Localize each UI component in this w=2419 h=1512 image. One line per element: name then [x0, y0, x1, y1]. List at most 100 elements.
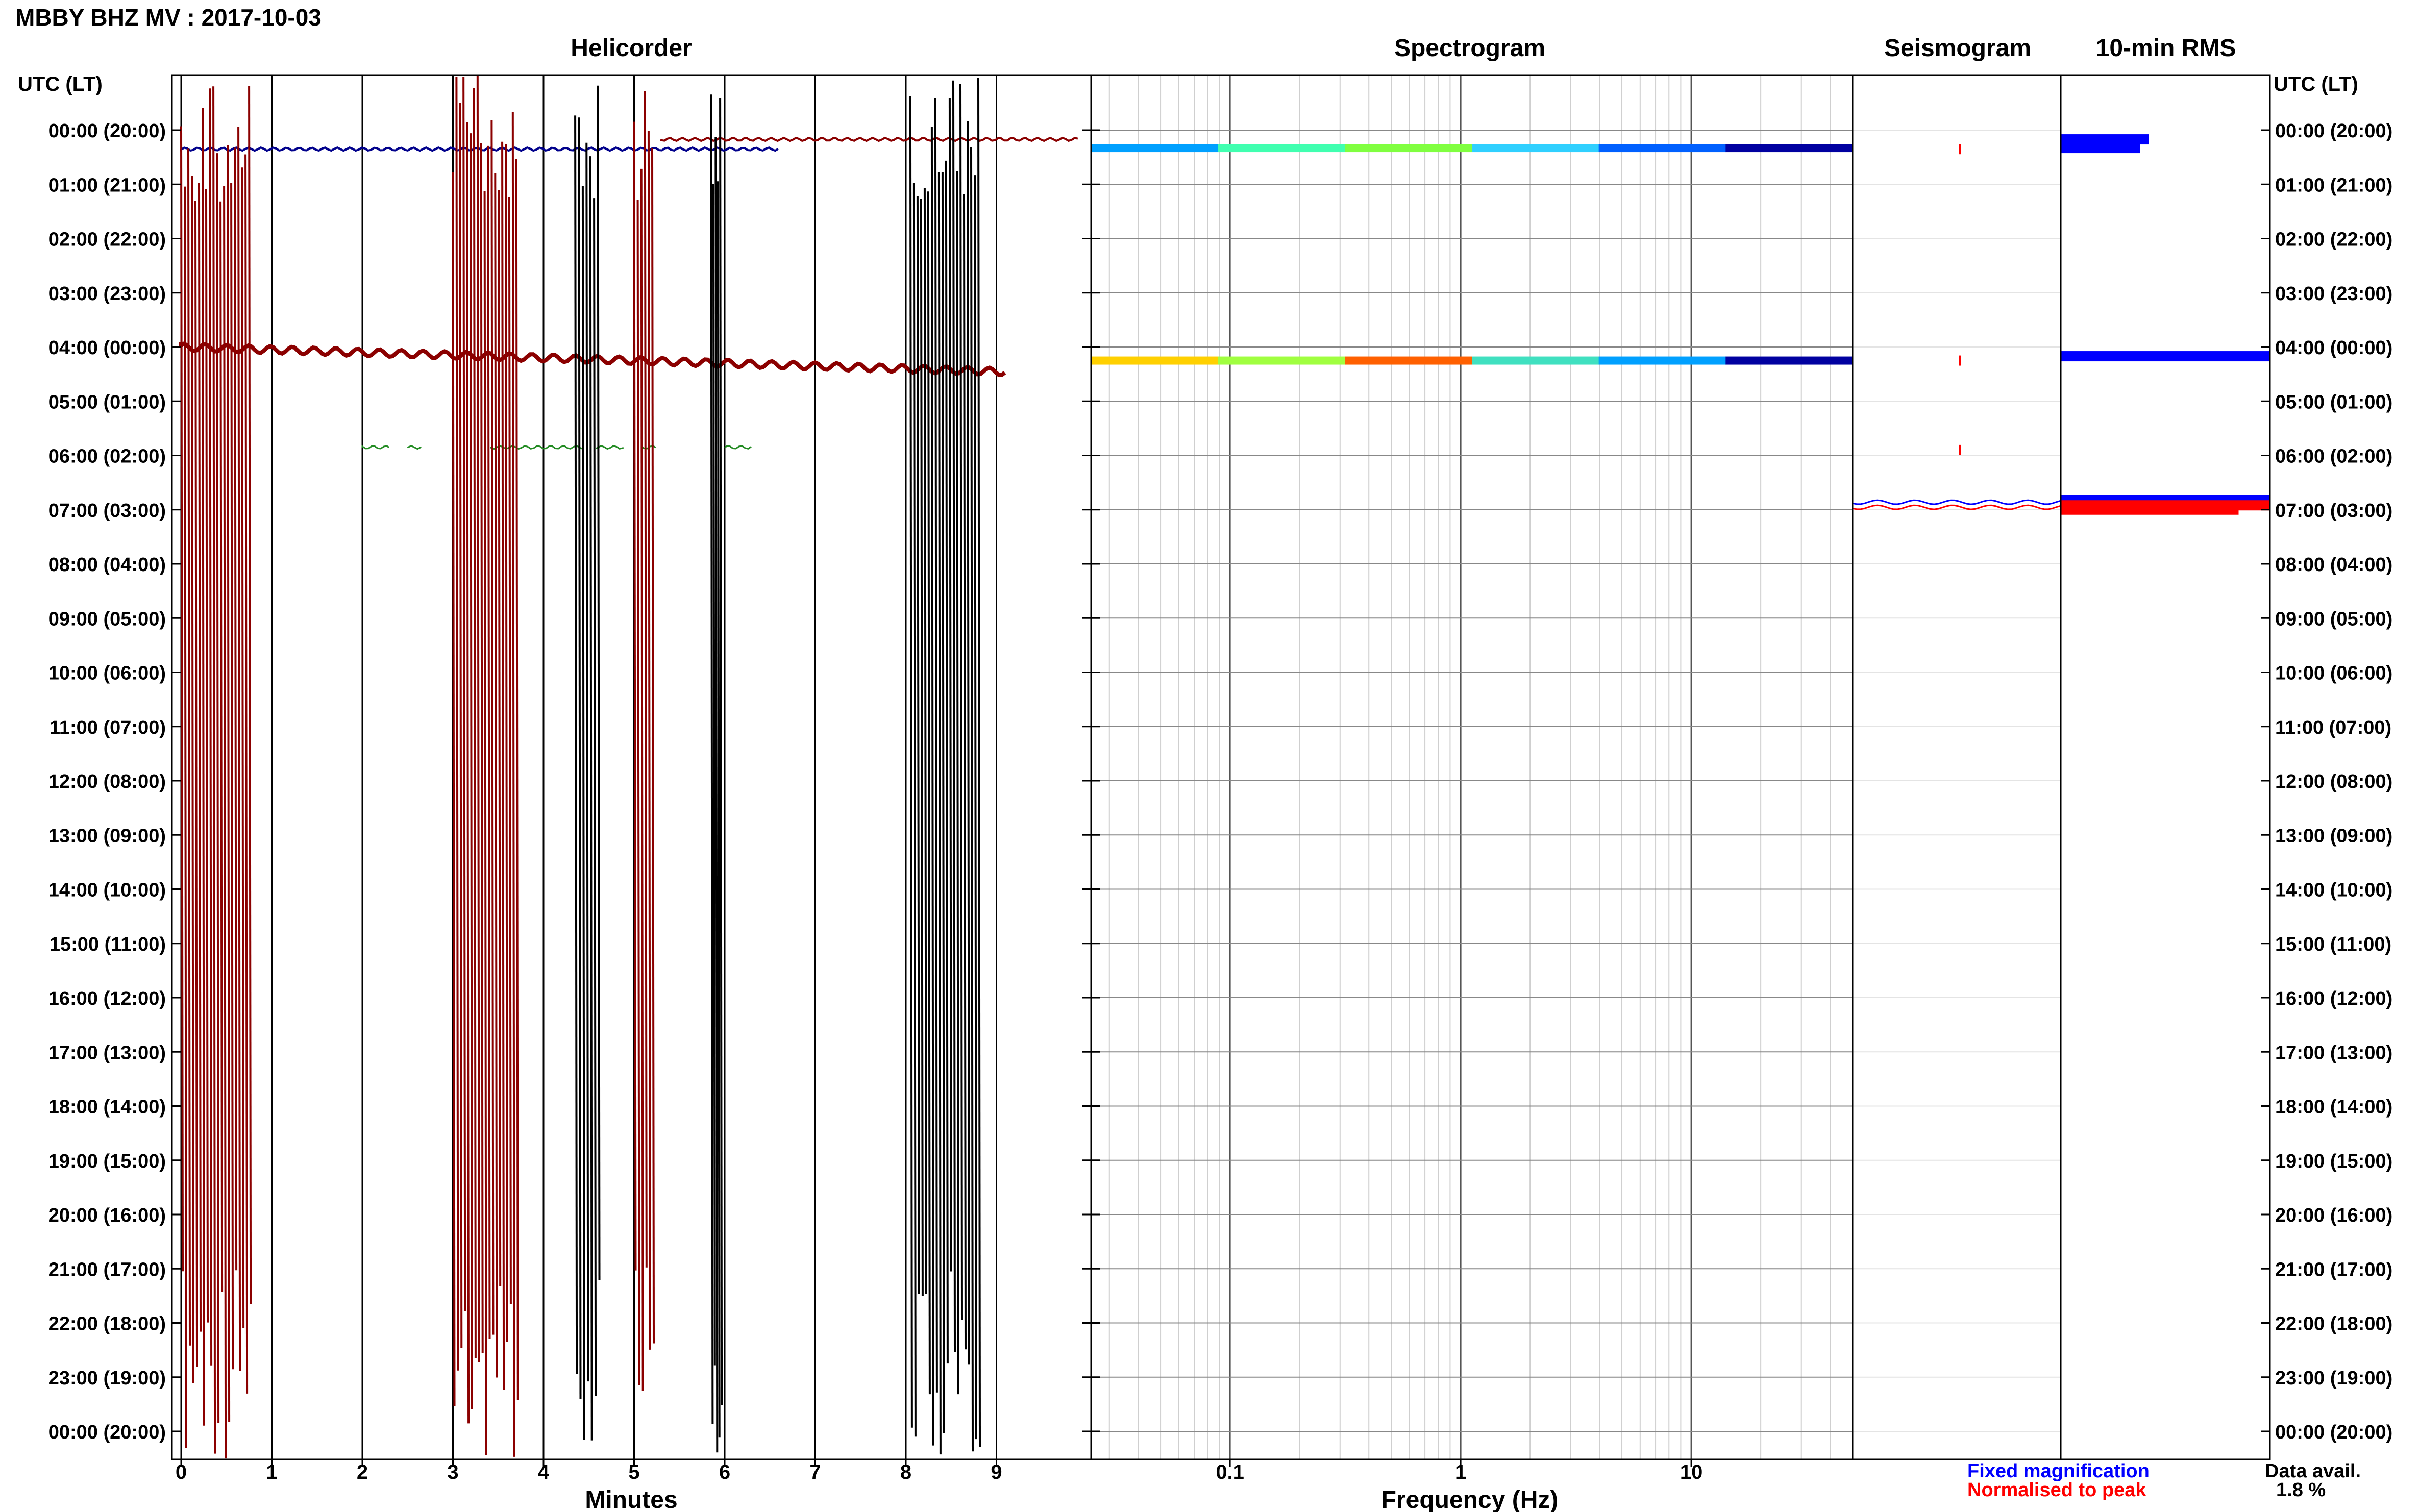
data-availability-value: 1.8 % — [2276, 1479, 2326, 1501]
hour-label-right: 03:00 (23:00) — [2275, 283, 2392, 305]
hour-label-left: 21:00 (17:00) — [48, 1259, 166, 1280]
left-axis-label: UTC (LT) — [18, 73, 103, 95]
helicorder-event-spike — [227, 145, 231, 1422]
hour-label-right: 00:00 (20:00) — [2275, 1422, 2392, 1443]
hour-label-left: 18:00 (14:00) — [48, 1097, 166, 1118]
hour-label-left: 07:00 (03:00) — [48, 500, 166, 522]
helicorder-event-spike — [717, 181, 721, 1438]
spectrogram-band-segment — [1472, 144, 1599, 153]
helicorder-event-spike — [974, 175, 977, 1440]
helicorder-event-spike — [198, 183, 202, 1332]
helicorder-event-spike — [651, 148, 655, 1344]
minute-tick-label: 5 — [628, 1461, 639, 1483]
helicorder-traces — [179, 75, 1078, 1459]
helicorder-event-spike — [209, 88, 213, 1366]
spectrogram-band-segment — [1472, 356, 1599, 365]
hour-label-right: 23:00 (19:00) — [2275, 1368, 2392, 1389]
helicorder-event-spike — [511, 112, 515, 1457]
hour-label-right: 02:00 (22:00) — [2275, 229, 2392, 251]
rms-bar — [2061, 351, 2270, 362]
helicorder-event-spike — [187, 148, 191, 1346]
helicorder-event-spike — [937, 172, 942, 1455]
helicorder-event-spike — [952, 80, 956, 1352]
helicorder-event-spike — [452, 172, 456, 1407]
helicorder-event-spike — [501, 141, 505, 1390]
hour-label-right: 09:00 (05:00) — [2275, 608, 2392, 630]
hour-label-right: 20:00 (16:00) — [2275, 1205, 2392, 1226]
helicorder-event-spike — [483, 191, 487, 1456]
spectrogram-band-segment — [1725, 356, 1853, 365]
helicorder-event-spike — [578, 117, 582, 1399]
hour-label-left: 17:00 (13:00) — [48, 1042, 166, 1063]
helicorder-event-spike — [959, 84, 963, 1320]
helicorder-event-spike — [191, 176, 194, 1383]
rms-title: 10-min RMS — [2096, 35, 2236, 62]
helicorder-event-spike — [241, 167, 245, 1328]
spectrogram-band-segment — [1725, 144, 1853, 153]
helicorder-event-spike — [977, 78, 981, 1447]
hour-label-right: 06:00 (02:00) — [2275, 446, 2392, 467]
helicorder-event-spike — [505, 144, 508, 1342]
hour-label-right: 18:00 (14:00) — [2275, 1097, 2392, 1118]
right-axis-label: UTC (LT) — [2274, 73, 2358, 95]
helicorder-event-spike — [180, 126, 184, 1272]
helicorder-event-spike — [970, 147, 974, 1452]
minute-tick-label: 7 — [809, 1461, 821, 1483]
helicorder-event-spike — [956, 171, 959, 1395]
data-availability-label: Data avail. — [2265, 1460, 2361, 1482]
minute-tick-label: 6 — [719, 1461, 730, 1483]
hour-label-right: 13:00 (09:00) — [2275, 825, 2392, 847]
helicorder-event-spike — [581, 186, 585, 1440]
helicorder-event-spike — [923, 188, 927, 1294]
helicorder-event-spike — [508, 197, 512, 1304]
helicorder-title: Helicorder — [571, 35, 692, 62]
hour-label-right: 17:00 (13:00) — [2275, 1042, 2392, 1063]
seismogram-title: Seismogram — [1884, 35, 2031, 62]
helicorder-event-spike — [244, 154, 249, 1394]
axis-labels: 0 1 2 3 4 5 6 7 8 9 0.1 1 10 00:00 (20:00) 00:00 (20:0… — [48, 120, 2393, 1483]
helicorder-event-spike — [636, 199, 640, 1385]
spectrogram-band-segment — [1598, 144, 1726, 153]
spectrogram-band-segment — [1218, 356, 1346, 365]
spectrogram-title: Spectrogram — [1394, 35, 1545, 62]
panel-frames — [171, 74, 2271, 1467]
helicorder-event-spike — [909, 96, 913, 1428]
helicorder-event-spike — [459, 103, 463, 1348]
helicorder-event-spike — [202, 108, 205, 1426]
hour-label-right: 19:00 (15:00) — [2275, 1151, 2392, 1172]
spectrogram-band-segment — [1345, 356, 1472, 365]
helicorder-event-spike — [248, 86, 252, 1304]
hour-label-left: 20:00 (16:00) — [48, 1205, 166, 1226]
hour-label-left: 10:00 (06:00) — [48, 663, 166, 684]
grid-layer — [180, 75, 2061, 1459]
helicorder-event-spike — [237, 127, 241, 1371]
spectrogram-band-segment — [1218, 144, 1346, 153]
hour-label-left: 11:00 (07:00) — [50, 717, 166, 738]
frequency-tick-label: 0.1 — [1216, 1461, 1244, 1483]
spectrogram-band-segment — [1345, 144, 1472, 153]
helicorder-event-spike — [948, 98, 952, 1272]
hour-label-left: 06:00 (02:00) — [48, 446, 166, 467]
frequency-tick-label: 10 — [1680, 1461, 1703, 1483]
frequency-tick-label: 1 — [1455, 1461, 1466, 1483]
hour-label-right: 22:00 (18:00) — [2275, 1313, 2392, 1335]
hour-label-right: 21:00 (17:00) — [2275, 1259, 2392, 1280]
helicorder-event-spike — [466, 122, 470, 1424]
helicorder-event-spike — [593, 198, 597, 1396]
helicorder-xlabel: Minutes — [585, 1486, 677, 1512]
hour-label-left: 08:00 (04:00) — [48, 554, 166, 576]
helicorder-event-spike — [916, 196, 920, 1294]
minute-tick-label: 9 — [991, 1461, 1002, 1483]
hour-label-right: 04:00 (00:00) — [2275, 337, 2392, 359]
hour-label-left: 00:00 (20:00) — [48, 120, 166, 142]
minute-tick-label: 8 — [900, 1461, 911, 1483]
helicorder-event-spike — [930, 127, 934, 1446]
helicorder-event-spike — [515, 159, 519, 1401]
hour-label-right: 08:00 (04:00) — [2275, 554, 2392, 576]
hour-label-left: 15:00 (11:00) — [50, 934, 166, 955]
seismogram-trace — [1852, 504, 2061, 510]
legend-fixed-magnification: Fixed magnification — [1967, 1460, 2150, 1482]
helicorder-event-spike — [212, 86, 216, 1454]
helicorder-trace — [361, 444, 752, 450]
helicorder-event-spike — [967, 121, 970, 1365]
